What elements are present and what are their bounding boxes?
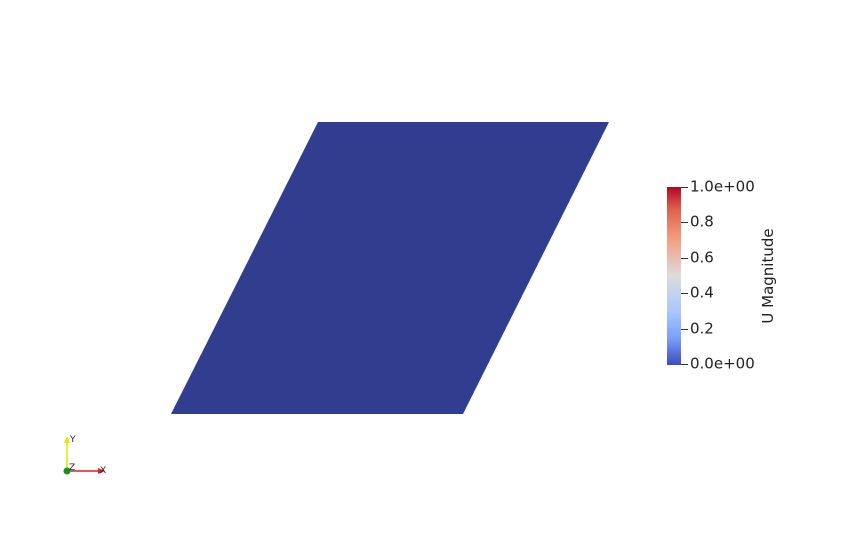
z-axis-marker (63, 467, 71, 475)
colorbar-label: 0.8 (690, 212, 714, 231)
y-axis-label: Y (69, 435, 76, 445)
colorbar-tick (681, 222, 688, 223)
colorbar-tick (681, 364, 688, 365)
colorbar-label-min: 0.0e+00 (690, 354, 755, 373)
colorbar-label: 0.6 (690, 248, 714, 267)
colorbar-label: 0.2 (690, 319, 714, 338)
z-axis-label: Z (69, 463, 75, 473)
colorbar-label-max: 1.0e+00 (690, 177, 755, 196)
x-axis-arrow (98, 468, 105, 474)
x-axis-label: X (100, 466, 106, 476)
colorbar-gradient (667, 187, 681, 365)
parallelogram-surface (171, 122, 609, 414)
y-axis-arrow (64, 436, 70, 443)
colorbar-title: U Magnitude (759, 228, 777, 324)
colorbar-tick (681, 293, 688, 294)
colorbar-tick (681, 258, 688, 259)
colorbar-label: 0.4 (690, 283, 714, 302)
colorbar-tick (681, 329, 688, 330)
colorbar-tick (681, 187, 688, 188)
orientation-axes: Y Z X (63, 435, 106, 476)
